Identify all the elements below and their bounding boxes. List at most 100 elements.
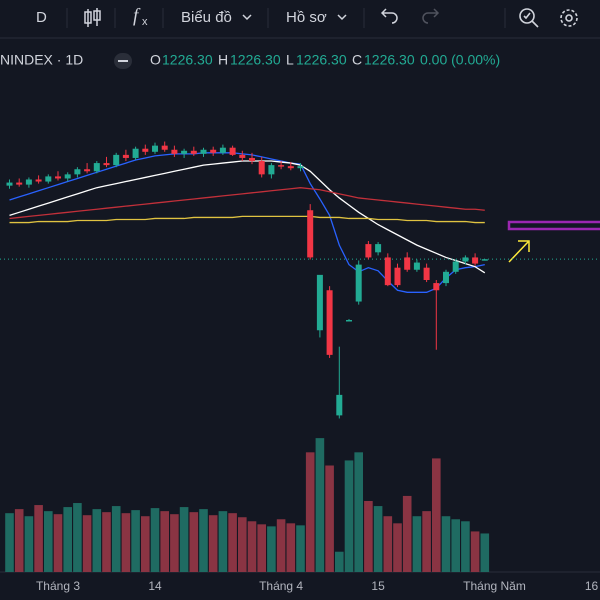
chevron [337, 14, 347, 21]
volume-bar [82, 515, 92, 572]
candle-body [93, 163, 100, 172]
volume-bar [412, 516, 422, 572]
volume-bar [228, 513, 237, 572]
candle-body [336, 394, 343, 416]
plot: Tháng 3 14 Tháng 4 15 Tháng Năm 16 [0, 141, 600, 593]
volume-bar [335, 551, 344, 572]
moving-average-line [9, 187, 485, 220]
volume-bar [121, 513, 131, 572]
volume-bar [461, 521, 470, 572]
candle-body [249, 157, 255, 162]
candle-body [161, 145, 168, 150]
volume-bar [179, 507, 189, 572]
svg-text:x: x [142, 16, 148, 28]
interval-button[interactable]: D [36, 9, 47, 26]
volume-bar [325, 465, 334, 572]
candle-body [375, 244, 382, 253]
moving-average-line [9, 160, 486, 274]
ohlc-value: 1226.30 [364, 52, 415, 68]
ohlc-label: O [150, 52, 161, 68]
volume-bar [422, 511, 431, 572]
svg-text:f: f [133, 5, 141, 26]
candle-body [394, 267, 401, 286]
volume-bar [267, 526, 276, 572]
candle-body [210, 149, 217, 153]
candle-body [384, 257, 391, 286]
volume-bar [150, 508, 160, 572]
volume-bar [305, 452, 315, 572]
time-axis-label: Tháng 3 [36, 579, 80, 593]
volume-bar [432, 458, 441, 572]
volume-bar [238, 517, 247, 572]
ohlc-value: 1226.30 [230, 52, 281, 68]
search-button[interactable] [519, 8, 539, 28]
volume-bar [189, 512, 199, 572]
redo-button[interactable] [422, 8, 440, 24]
drawing-arrow[interactable] [508, 240, 530, 263]
volume-bar [34, 505, 43, 572]
candle-body [64, 174, 71, 179]
settings-button[interactable] [560, 9, 578, 27]
symbol-title[interactable]: NINDEX · 1D [0, 52, 83, 68]
candle-body [472, 257, 479, 264]
volume-bar [257, 524, 266, 572]
volume-bar [402, 495, 412, 572]
chevron [242, 14, 252, 21]
candle-body [6, 182, 13, 186]
candle-body [25, 179, 32, 185]
volume-bar [73, 503, 82, 572]
volume-bar [364, 501, 373, 572]
volume-bar [480, 533, 490, 572]
volume-bar [53, 514, 63, 572]
volume-bar [141, 516, 150, 572]
candle-body [152, 145, 158, 152]
volume-bar [373, 506, 383, 572]
volume-bar [354, 452, 363, 572]
candle-body [413, 262, 420, 270]
volume-bar [5, 513, 14, 572]
candle-body [16, 182, 23, 185]
volume-bar [24, 516, 34, 572]
change-value: 0.00 (0.00%) [420, 52, 500, 68]
profile-menu[interactable]: Hồ sơ [286, 9, 327, 26]
chart-menu[interactable]: Biểu đồ [181, 9, 232, 26]
indicators-icon[interactable]: f x [133, 5, 148, 28]
candle-body [239, 154, 246, 158]
candle-body [200, 149, 207, 154]
candle-body [326, 290, 333, 355]
candle-body [258, 161, 265, 175]
time-axis-label: 14 [148, 579, 162, 593]
time-axis-label: Tháng Năm [463, 579, 526, 593]
volume-bar [276, 519, 286, 572]
candle-body [219, 147, 226, 153]
time-axis-label: Tháng 4 [259, 579, 303, 593]
candle-body [45, 176, 52, 182]
ohlc-label: L [286, 52, 294, 68]
candle-body [452, 261, 459, 272]
candle-body [132, 148, 139, 158]
drawing-rectangle[interactable] [507, 220, 600, 231]
volume-bar [102, 512, 111, 572]
candle-body [229, 147, 236, 155]
candle-body [462, 257, 469, 262]
volume-bar [208, 515, 218, 572]
volume-bar [92, 509, 102, 572]
candles-icon[interactable] [84, 8, 101, 27]
volume-bar [344, 460, 354, 572]
candle-body [122, 154, 129, 158]
volume-bar [170, 514, 179, 572]
candle-body [278, 165, 285, 167]
volume-bar [160, 511, 169, 572]
ohlc-label: C [352, 52, 362, 68]
volume-bar [470, 531, 480, 572]
candle-body [346, 320, 352, 322]
volume-bar [14, 509, 24, 572]
candle-body [181, 150, 188, 154]
undo-button[interactable] [380, 8, 398, 24]
volume-bar [451, 519, 460, 572]
candle-body [423, 267, 430, 280]
volume-bar [131, 510, 140, 572]
volume-bar [441, 516, 451, 572]
candle-body [103, 163, 110, 166]
